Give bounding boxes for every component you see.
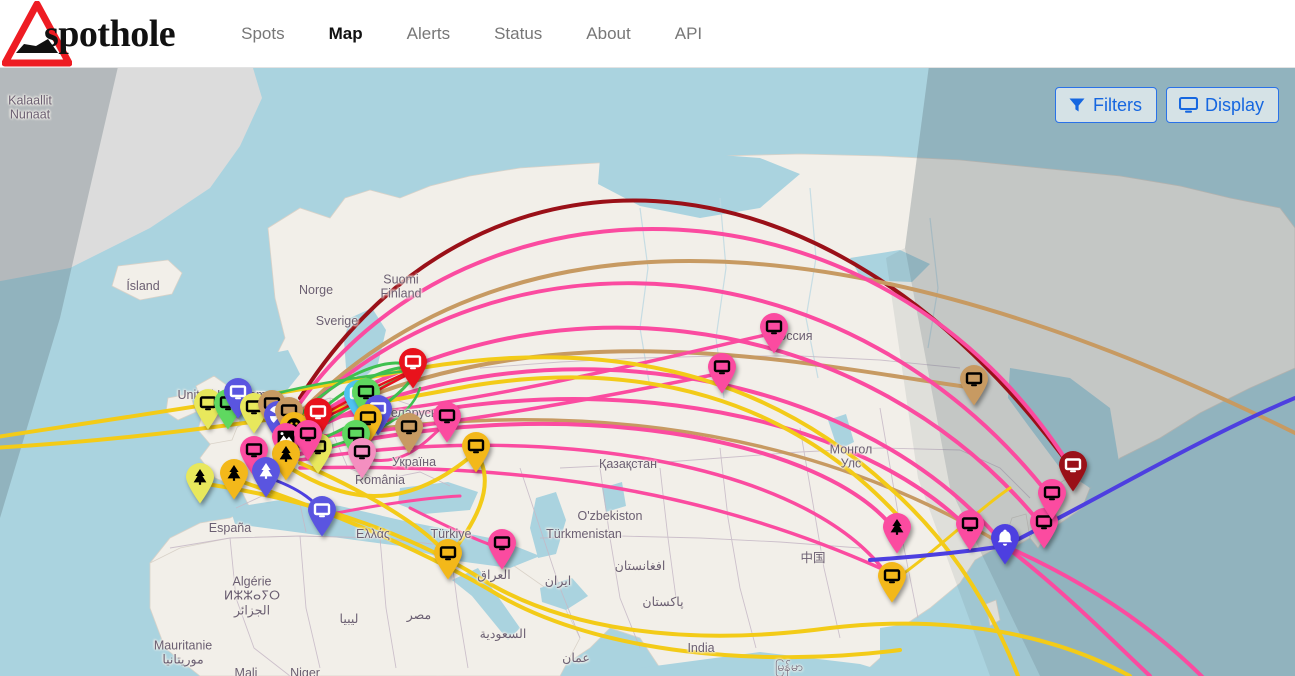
map-marker-monitor[interactable]: [759, 312, 789, 354]
map-marker-monitor[interactable]: [1029, 507, 1059, 549]
map-marker-monitor[interactable]: [461, 431, 491, 473]
map-marker-monitor[interactable]: [307, 495, 337, 537]
nav-item-status[interactable]: Status: [494, 23, 543, 43]
map-marker-monitor[interactable]: [353, 403, 383, 445]
nav-item-spots[interactable]: Spots: [241, 23, 285, 43]
funnel-icon: [1068, 96, 1086, 114]
nav-item-alerts[interactable]: Alerts: [406, 23, 451, 43]
map-marker-pine-tree[interactable]: [185, 462, 215, 504]
map-marker-monitor[interactable]: [351, 377, 381, 419]
map-marker-monitor[interactable]: [293, 419, 323, 461]
map-marker-pine-tree[interactable]: [271, 439, 301, 481]
world-map[interactable]: Kalaallit Nunaat Ísland Norge Sverige Suomi …: [0, 68, 1295, 676]
display-label: Display: [1204, 95, 1264, 115]
map-marker-monitor[interactable]: [303, 397, 333, 439]
map-marker-pine-tree[interactable]: [251, 456, 281, 498]
map-marker-monitor[interactable]: [955, 509, 985, 551]
map-marker-monitor[interactable]: [433, 538, 463, 580]
map-marker-monitor[interactable]: [877, 561, 907, 603]
display-button[interactable]: Display: [1165, 87, 1279, 123]
nav-item-about[interactable]: About: [586, 23, 631, 43]
map-controls: Filters Display: [1054, 87, 1279, 123]
map-marker-monitor[interactable]: [707, 352, 737, 394]
nav-item-map[interactable]: Map: [328, 23, 363, 43]
main-navigation: Spots Map Alerts Status About API: [219, 18, 724, 50]
map-geometry: [0, 68, 1295, 676]
filters-label: Filters: [1092, 95, 1142, 115]
brand-name: spothole: [44, 12, 176, 55]
map-marker-monitor[interactable]: [394, 412, 424, 454]
filters-button[interactable]: Filters: [1054, 87, 1157, 123]
map-marker-monitor[interactable]: [959, 364, 989, 406]
nav-item-api[interactable]: API: [674, 23, 703, 43]
map-marker-monitor[interactable]: [239, 435, 269, 477]
map-marker-monitor[interactable]: [1058, 450, 1088, 492]
map-marker-monitor[interactable]: [432, 401, 462, 443]
warning-triangle-pothole-icon: [1, 0, 73, 67]
map-marker-monitor[interactable]: [487, 528, 517, 570]
brand-logo-link[interactable]: spothole: [1, 0, 176, 67]
map-marker-monitor[interactable]: [347, 437, 377, 479]
map-marker-monitor[interactable]: [398, 347, 428, 389]
site-header: spothole Spots Map Alerts Status About A…: [0, 0, 1295, 68]
map-marker-pine-tree[interactable]: [219, 458, 249, 500]
monitor-icon: [1178, 96, 1198, 114]
map-marker-bell[interactable]: [990, 523, 1020, 565]
map-marker-pine-tree[interactable]: [882, 512, 912, 554]
map-marker-monitor[interactable]: [223, 377, 253, 419]
map-marker-monitor[interactable]: [1037, 478, 1067, 520]
